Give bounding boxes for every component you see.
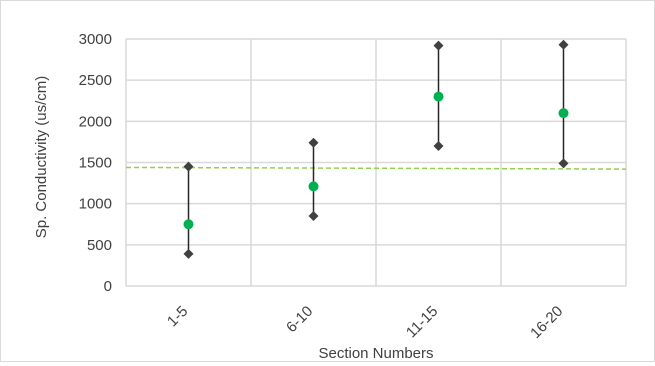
max-marker [183, 161, 194, 172]
min-marker [183, 248, 194, 259]
x-tick-labels: 1-5 6-10 11-15 16-20 [164, 303, 566, 342]
x-tick-label: 11-15 [403, 303, 441, 341]
x-tick-label: 1-5 [164, 303, 191, 330]
mean-point [308, 181, 319, 192]
mean-point [433, 91, 444, 102]
min-marker [558, 158, 569, 169]
y-tick-label: 3000 [79, 31, 112, 48]
x-tick-label: 6-10 [283, 303, 316, 336]
y-tick-label: 2000 [79, 113, 112, 130]
max-marker [433, 40, 444, 51]
reference-line [125, 166, 627, 170]
mean-point [183, 219, 194, 230]
data-marks [183, 39, 569, 259]
reference-line-group [125, 166, 627, 170]
y-tick-label: 500 [87, 237, 112, 254]
x-tick-label: 16-20 [527, 303, 566, 342]
min-marker [308, 211, 319, 222]
max-marker [308, 137, 319, 148]
y-tick-label: 1000 [79, 196, 112, 213]
y-tick-label: 2500 [79, 72, 112, 89]
y-axis-title: Sp. Conductivity (us/cm) [33, 76, 50, 239]
max-marker [558, 39, 569, 50]
y-tick-label: 0 [104, 278, 112, 295]
y-tick-labels: 0 500 1000 1500 2000 2500 3000 [79, 31, 112, 295]
x-axis-title: Section Numbers [318, 345, 433, 361]
min-marker [433, 141, 444, 152]
mean-point [558, 108, 569, 119]
y-tick-label: 1500 [79, 155, 112, 172]
gridlines [125, 38, 627, 287]
